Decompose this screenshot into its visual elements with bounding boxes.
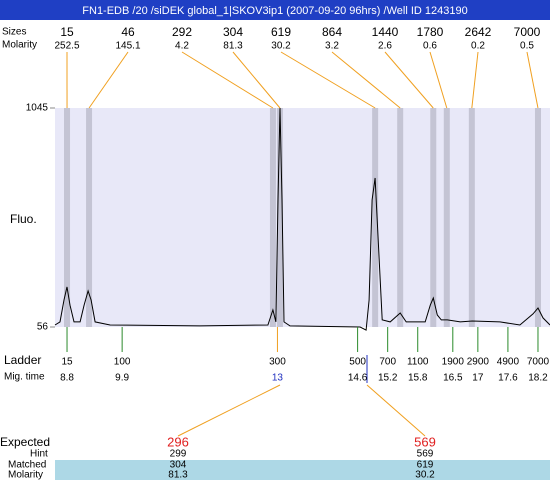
matched-molarity: 81.3	[168, 470, 188, 480]
expected-label: Expected	[0, 435, 50, 449]
y-tick-label: 56	[37, 322, 49, 333]
ladder-time: 13	[272, 373, 284, 384]
peak-molarity: 4.2	[175, 41, 189, 52]
peak-size: 864	[322, 25, 342, 39]
sizes-label: Sizes	[2, 27, 26, 38]
match-connector	[177, 384, 281, 437]
peak-size: 304	[223, 25, 243, 39]
ladder-time: 14.6	[348, 373, 368, 384]
peak-molarity: 3.2	[325, 41, 339, 52]
peak-band	[468, 108, 475, 327]
hint-size: 569	[417, 449, 434, 460]
molarity-label: Molarity	[2, 40, 37, 51]
peak-connector	[232, 51, 281, 109]
y-axis-label: Fluo.	[10, 212, 37, 226]
expected-size: 569	[414, 434, 436, 449]
matched-label: Matched	[8, 460, 46, 471]
ladder-size: 100	[114, 357, 131, 368]
ladder-size: 1100	[407, 357, 429, 368]
peak-connector	[384, 51, 434, 109]
peak-connector	[331, 51, 401, 109]
ladder-time: 8.8	[60, 373, 74, 384]
y-tick-label: 1045	[26, 103, 49, 114]
matched-size: 619	[417, 460, 434, 471]
peak-molarity: 145.1	[115, 41, 140, 52]
match-connector	[366, 384, 426, 437]
peak-band	[372, 108, 379, 327]
matched-molarity: 30.2	[415, 470, 435, 480]
ladder-size: 4900	[497, 357, 520, 368]
expected-size: 296	[167, 434, 189, 449]
ladder-label: Ladder	[4, 353, 41, 367]
peak-molarity: 0.6	[423, 41, 437, 52]
mig-time-label: Mig. time	[4, 372, 45, 383]
ladder-size: 300	[269, 357, 286, 368]
header-title: FN1-EDB /20 /siDEK global_1|SKOV3ip1 (20…	[82, 5, 467, 17]
ladder-time: 18.2	[528, 373, 548, 384]
peak-size: 7000	[514, 25, 541, 39]
peak-size: 46	[121, 25, 135, 39]
hint-size: 299	[170, 449, 187, 460]
peak-connector	[471, 51, 479, 109]
peak-molarity: 252.5	[54, 41, 79, 52]
ladder-size: 15	[61, 357, 73, 368]
peak-band	[276, 108, 283, 327]
peak-molarity: 81.3	[223, 41, 243, 52]
peak-size: 619	[271, 25, 291, 39]
header-bar	[0, 0, 550, 20]
peak-band	[64, 108, 71, 327]
peak-connector	[280, 51, 376, 109]
ladder-time: 15.2	[378, 373, 398, 384]
peak-connector	[429, 51, 448, 109]
peak-band	[397, 108, 404, 327]
peak-band	[430, 108, 437, 327]
peak-molarity: 2.6	[378, 41, 392, 52]
expected-molarity-label: Molarity	[8, 470, 43, 480]
ladder-time: 9.9	[115, 373, 129, 384]
peak-molarity: 0.2	[471, 41, 485, 52]
peak-size: 1440	[372, 25, 399, 39]
peak-size: 2642	[465, 25, 492, 39]
ladder-size: 700	[379, 357, 396, 368]
matched-band	[55, 460, 550, 480]
ladder-size: 7000	[527, 357, 550, 368]
peak-band	[86, 108, 93, 327]
peak-size: 1780	[417, 25, 444, 39]
hint-label: Hint	[30, 449, 48, 460]
peak-band	[269, 108, 276, 327]
peak-band	[443, 108, 450, 327]
peak-molarity: 0.5	[520, 41, 534, 52]
ladder-time: 16.5	[443, 373, 463, 384]
peak-connector	[181, 51, 274, 109]
ladder-size: 1900	[442, 357, 465, 368]
peak-size: 292	[172, 25, 192, 39]
ladder-time: 17	[472, 373, 484, 384]
trace	[54, 107, 550, 331]
peak-molarity: 30.2	[271, 41, 291, 52]
peak-connector	[88, 51, 129, 109]
peak-connector	[526, 51, 539, 109]
ladder-size: 2900	[467, 357, 490, 368]
ladder-time: 15.8	[408, 373, 428, 384]
plot-area	[55, 108, 550, 327]
ladder-size: 500	[349, 357, 366, 368]
peak-size: 15	[60, 25, 74, 39]
matched-size: 304	[170, 460, 187, 471]
peak-band	[534, 108, 541, 327]
ladder-time: 17.6	[498, 373, 518, 384]
